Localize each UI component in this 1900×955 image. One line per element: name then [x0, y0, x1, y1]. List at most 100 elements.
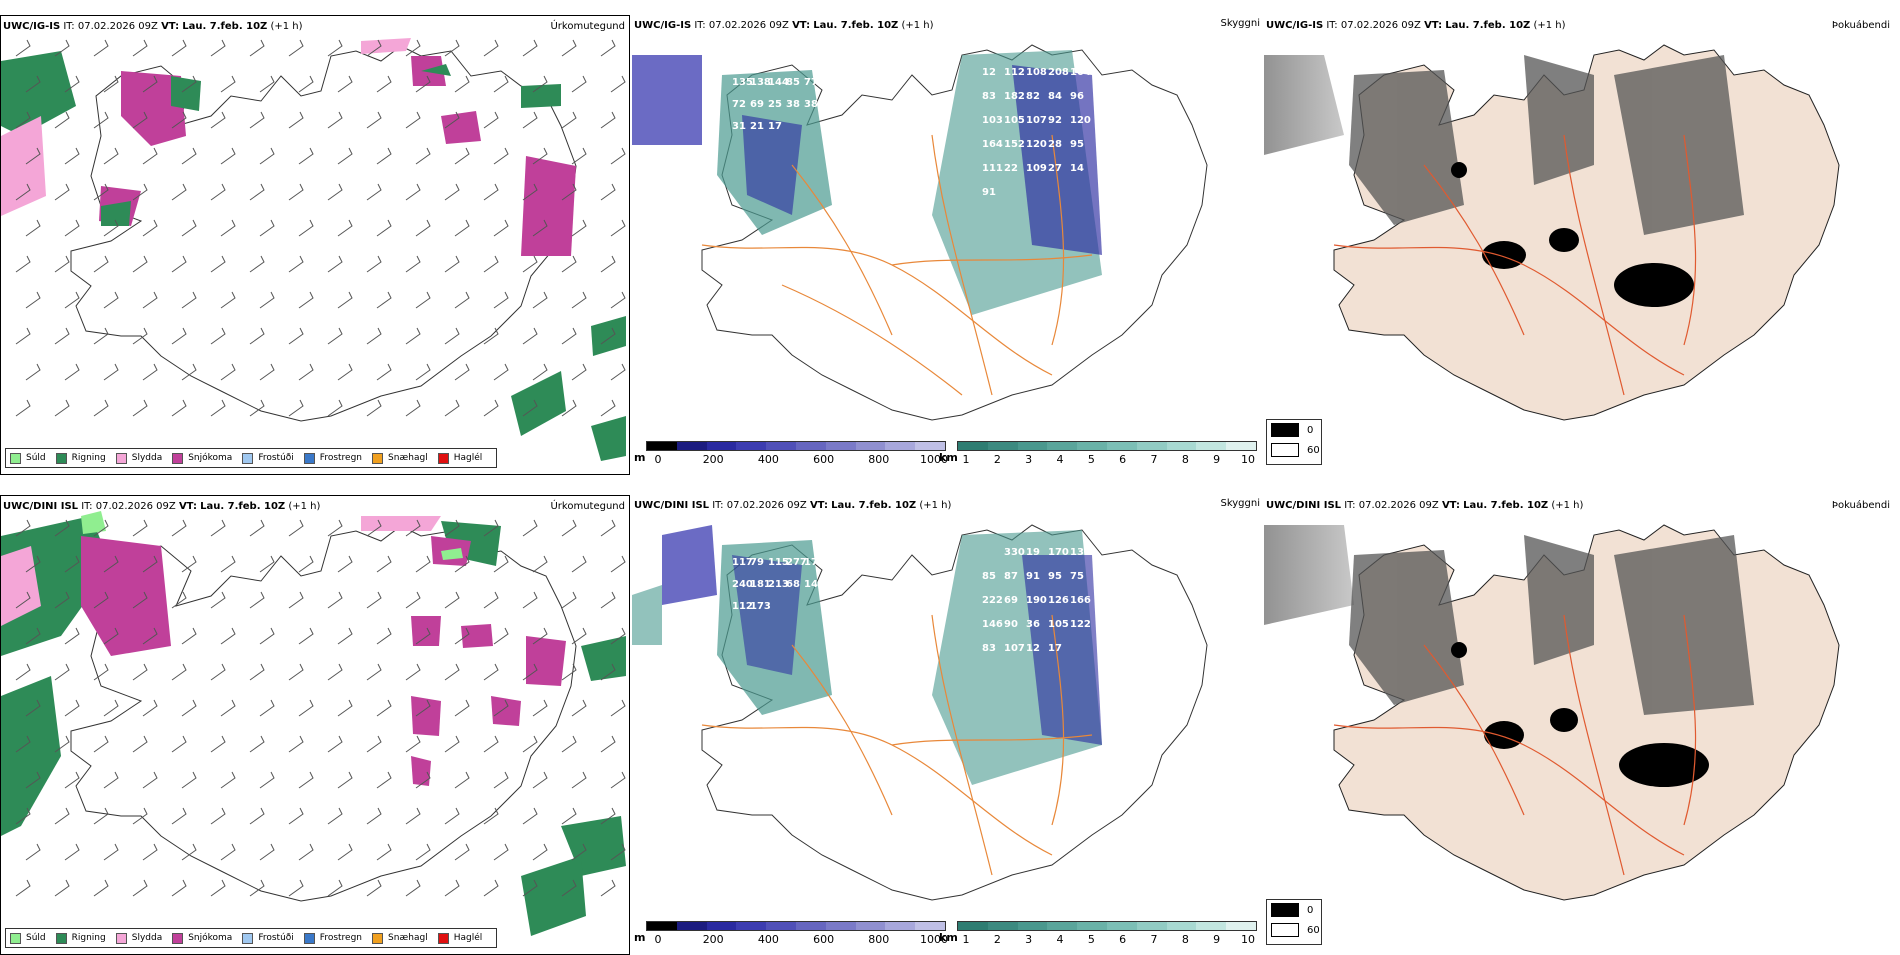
- wind-barb: [600, 735, 616, 753]
- wind-barb: [600, 591, 616, 609]
- visibility-value: 117: [732, 557, 753, 568]
- wind-barb: [454, 147, 470, 165]
- wind-barb: [337, 75, 353, 93]
- wind-barb: [181, 555, 197, 573]
- wind-barb: [454, 291, 470, 309]
- wind-barb: [54, 663, 70, 681]
- model-name: UWC/DINI ISL: [1266, 500, 1342, 511]
- wind-barb: [288, 111, 304, 129]
- wind-barb: [561, 879, 577, 897]
- wind-barb: [493, 699, 509, 717]
- model-name: UWC/IG-IS: [1266, 20, 1324, 31]
- wind-barb: [610, 699, 626, 717]
- wind-barb: [54, 327, 70, 345]
- wind-barb: [415, 363, 431, 381]
- wind-barb: [142, 363, 158, 381]
- colorbar-unit: m: [634, 451, 646, 464]
- wind-barb: [132, 879, 148, 897]
- wind-barb: [181, 843, 197, 861]
- wind-barb: [220, 219, 236, 237]
- valid-time: Lau. 7.feb. 10Z: [831, 500, 917, 511]
- wind-barb: [337, 555, 353, 573]
- wind-barb: [522, 735, 538, 753]
- visibility-value: 77: [804, 77, 818, 88]
- legend-item: Frostregn: [303, 452, 363, 464]
- wind-barb: [93, 39, 109, 57]
- wind-barb: [337, 771, 353, 789]
- wind-barb: [220, 699, 236, 717]
- panel-title: Þokuábendi: [1831, 20, 1890, 31]
- wind-barb: [220, 75, 236, 93]
- fog-index-panel-igis: UWC/IG-IS IT: 07.02.2026 09Z VT: Lau. 7.…: [1264, 15, 1894, 475]
- wind-barb: [103, 147, 119, 165]
- wind-barb: [571, 219, 587, 237]
- wind-barb: [337, 699, 353, 717]
- wind-barb: [405, 591, 421, 609]
- wind-barb: [600, 255, 616, 273]
- wind-barb: [64, 291, 80, 309]
- precip-legend: Súld Rigning Slydda Snjókoma Frostúði Frostre…: [5, 928, 498, 948]
- wind-barb: [259, 699, 275, 717]
- legend-swatch: [372, 452, 384, 464]
- colorbar-tick: 1000: [920, 453, 948, 466]
- wind-barb: [15, 39, 31, 57]
- wind-barb: [103, 555, 119, 573]
- wind-barb: [444, 879, 460, 897]
- legend-label: Súld: [26, 933, 46, 943]
- wind-barbs: [15, 39, 626, 417]
- wind-barb: [15, 327, 31, 345]
- wind-barb: [405, 519, 421, 537]
- rain-areas: [1, 51, 626, 461]
- wind-barb: [610, 555, 626, 573]
- colorbar-tick: 5: [1087, 933, 1095, 946]
- legend-swatch: [55, 452, 67, 464]
- wind-barb: [571, 363, 587, 381]
- valid-time-label: VT:: [809, 500, 828, 511]
- visibility-value: 166: [1070, 595, 1091, 606]
- wind-barb: [561, 111, 577, 129]
- wind-barb: [483, 111, 499, 129]
- wind-barb: [132, 591, 148, 609]
- wind-barb: [366, 111, 382, 129]
- wind-barb: [181, 771, 197, 789]
- wind-barb: [249, 591, 265, 609]
- wind-barb: [522, 591, 538, 609]
- wind-barb: [288, 399, 304, 417]
- colorbar-unit: km: [939, 931, 958, 944]
- legend-swatch: [242, 452, 254, 464]
- visibility-value: 164: [982, 139, 1003, 150]
- wind-barb: [93, 735, 109, 753]
- wind-barb: [415, 147, 431, 165]
- wind-barb: [259, 627, 275, 645]
- wind-barb: [132, 519, 148, 537]
- wind-barb: [64, 555, 80, 573]
- legend-label: Snæhagl: [388, 933, 428, 943]
- fog-scale-label: 60: [1307, 444, 1320, 456]
- visibility-value: 177: [804, 557, 825, 568]
- wind-barb: [532, 627, 548, 645]
- legend-label: Frostregn: [319, 453, 363, 463]
- wind-barb: [64, 219, 80, 237]
- legend-swatch: [437, 452, 449, 464]
- fog-index-panel-dini: UWC/DINI ISL IT: 07.02.2026 09Z VT: Lau.…: [1264, 495, 1894, 955]
- wind-barb: [444, 327, 460, 345]
- wind-barb: [327, 111, 343, 129]
- init-time: IT: 07.02.2026 09Z: [1344, 500, 1439, 511]
- fog-scale-label: 60: [1307, 924, 1320, 936]
- wind-barb: [493, 555, 509, 573]
- wind-barb: [610, 147, 626, 165]
- wind-barb: [142, 627, 158, 645]
- wind-barb: [327, 591, 343, 609]
- wind-barb: [600, 111, 616, 129]
- wind-barb: [444, 183, 460, 201]
- valid-time: Lau. 7.feb. 10Z: [1445, 20, 1531, 31]
- colorbar-tick: 800: [868, 453, 890, 466]
- colorbar-tick: 9: [1213, 933, 1221, 946]
- wind-barb: [405, 663, 421, 681]
- wind-barb: [522, 399, 538, 417]
- wind-barb: [142, 555, 158, 573]
- wind-barb: [366, 255, 382, 273]
- wind-barb: [571, 555, 587, 573]
- colorbar-swatches: [957, 921, 1257, 931]
